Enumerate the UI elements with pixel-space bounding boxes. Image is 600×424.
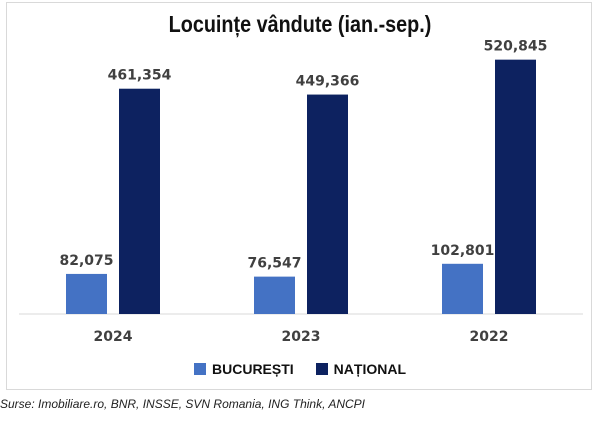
legend-swatch-bucuresti <box>194 363 206 375</box>
x-tick-2022: 2022 <box>470 329 509 345</box>
data-label-bucures-ti-2022: 102,801 <box>431 243 495 259</box>
x-tick-2023: 2023 <box>282 329 321 345</box>
x-tick-2024: 2024 <box>94 329 133 345</box>
legend-label-bucuresti: BUCUREȘTI <box>212 361 294 377</box>
plot-area: 82,075 461,354 2024 76,547 449,366 2023 102,80… <box>19 39 583 345</box>
legend: BUCUREȘTI NAȚIONAL <box>7 361 593 377</box>
source-note: Surse: Imobiliare.ro, BNR, INSSE, SVN Ro… <box>0 397 365 411</box>
legend-item-national: NAȚIONAL <box>315 361 406 377</box>
legend-swatch-national <box>315 363 328 375</box>
bar-nat-ional-2023 <box>307 94 348 314</box>
chart-frame: Locuințe vândute (ian.-sep.) 82,075 461,3… <box>6 2 592 390</box>
data-label-bucures-ti-2023: 76,547 <box>247 256 301 272</box>
bar-nat-ional-2024 <box>119 88 160 314</box>
data-label-nat-ional-2022: 520,845 <box>484 39 548 55</box>
data-label-nat-ional-2023: 449,366 <box>296 74 360 90</box>
legend-label-national: NAȚIONAL <box>333 361 406 377</box>
bar-bucures-ti-2024 <box>66 273 107 314</box>
data-label-nat-ional-2024: 461,354 <box>108 68 172 84</box>
chart-title: Locuințe vândute (ian.-sep.) <box>168 11 432 37</box>
bar-bucures-ti-2022 <box>442 263 483 314</box>
bar-bucures-ti-2023 <box>254 276 295 314</box>
legend-item-bucuresti: BUCUREȘTI <box>194 361 294 377</box>
chart-marks: 82,075 461,354 2024 76,547 449,366 2023 102,80… <box>59 39 547 345</box>
bar-nat-ional-2022 <box>495 59 536 315</box>
data-label-bucures-ti-2024: 82,075 <box>59 253 113 269</box>
